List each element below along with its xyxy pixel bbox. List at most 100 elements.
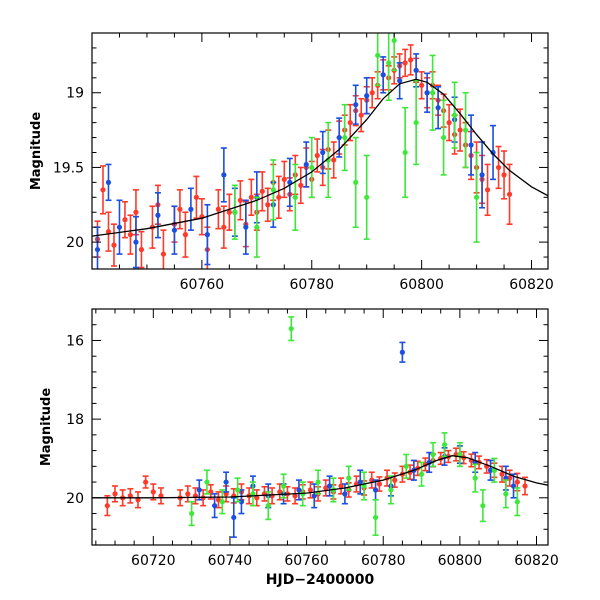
blue-series [196,341,517,538]
x-tick-label: 60800 [399,277,444,293]
x-tick-label: 60720 [131,553,176,569]
x-tick-label: 60780 [289,277,334,293]
fit-curve [92,78,548,237]
green-data-point [341,103,348,172]
red-data-point [275,175,282,220]
blue-data-point [187,187,194,231]
red-data-point [105,211,112,252]
green-data-point [219,489,226,515]
red-data-point [226,193,233,231]
green-data-point [270,159,277,221]
blue-data-point [487,459,494,481]
red-data-point [220,205,227,249]
red-data-point [160,229,167,269]
blue-data-point [479,141,486,209]
blue-data-point [341,483,348,505]
fit-curve [92,455,548,499]
blue-data-point [154,192,161,239]
red-data-point [484,163,491,217]
green-data-point [491,457,498,483]
red-data-point [215,491,222,509]
blue-data-point [352,84,359,125]
green-data-point [403,453,410,479]
green-data-point [308,136,315,199]
green-data-point [413,79,420,166]
blue-data-point [363,77,370,115]
red-data-point [111,485,118,503]
plot-area [92,316,548,538]
red-data-point [184,485,191,503]
red-data-point [281,160,288,199]
green-data-point [429,54,436,131]
green-data-point [440,99,447,176]
red-data-point [353,475,360,493]
red-data-point [99,165,106,215]
green-data-point [391,33,398,72]
green-data-point [387,475,394,505]
red-data-point [522,476,529,496]
red-series [94,44,513,269]
blue-data-point [230,496,237,538]
red-data-point [322,479,329,497]
blue-data-point [204,203,211,266]
red-data-point [110,223,117,267]
blue-data-point [510,473,517,499]
red-data-point [138,230,145,269]
blue-data-point [303,141,310,188]
green-data-point [479,489,486,523]
plot-area [92,33,548,269]
red-data-point [193,175,200,220]
red-data-point [150,483,157,501]
y-tick-label: 19.5 [53,160,84,176]
green-data-point [372,498,379,536]
red-data-point [402,48,409,78]
red-data-point [292,487,299,505]
x-tick-label: 60760 [180,277,225,293]
red-data-point [407,44,414,76]
blue-data-point [94,226,101,269]
y-tick-label: 18 [66,412,84,428]
green-data-point [374,33,381,87]
blue-data-point [319,130,326,175]
blue-data-point [132,215,139,269]
red-data-point [369,77,376,109]
green-data-point [385,33,392,102]
bottom-panel-ylabel: Magnitude [39,388,54,467]
red-data-point [177,489,184,507]
plot-frame [91,308,549,546]
plot-frame [91,32,549,270]
green-series [231,33,480,258]
red-data-point [468,453,475,468]
blue-data-point [357,469,364,495]
blue-data-point [242,199,249,255]
green-data-point [456,441,463,468]
green-data-point [203,469,210,495]
red-data-point [307,481,314,499]
x-tick-label: 60740 [208,553,253,569]
red-data-point [297,166,304,205]
red-data-point [157,487,164,505]
red-data-point [134,491,141,509]
bottom-light-curve-panel: Magnitude HJD−2400000 60720 60740 60760 607… [39,308,559,588]
red-data-point [446,103,453,142]
blue-data-point [435,85,442,130]
x-tick-label: 60760 [284,553,329,569]
y-tick-label: 20 [66,491,84,507]
red-data-point [358,97,365,133]
red-data-point [104,495,111,517]
blue-data-point [220,147,227,203]
green-data-point [325,121,332,199]
red-data-point [127,487,134,504]
green-data-point [253,196,260,258]
red-data-point [264,187,271,223]
red-data-point [142,475,149,489]
x-tick-label: 60820 [509,277,554,293]
red-data-point [127,214,134,255]
blue-data-point [295,479,302,501]
green-data-point [502,479,509,509]
blue-data-point [399,341,406,363]
blue-data-point [380,56,387,94]
green-data-point [288,316,295,342]
blue-data-point [396,62,403,100]
y-tick-label: 16 [66,333,84,349]
